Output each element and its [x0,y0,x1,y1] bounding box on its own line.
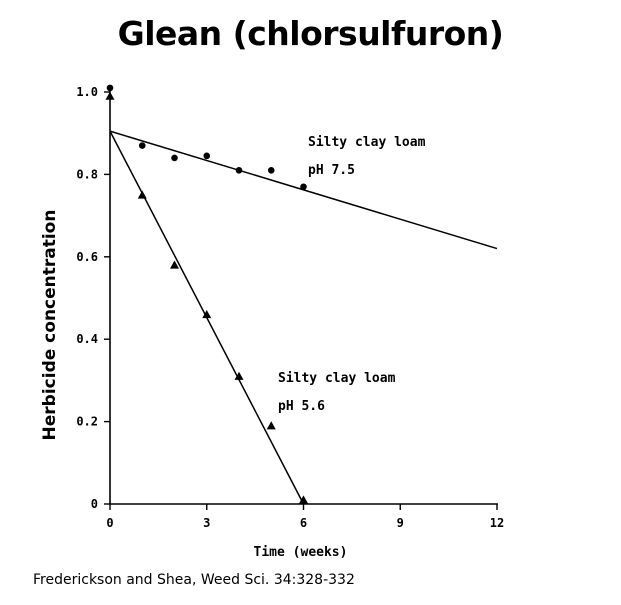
annotation-series-2-line1: Silty clay loam [278,371,396,386]
y-tick-label: 0.4 [76,332,98,346]
data-point-triangle [266,421,276,430]
annotation-series-1-line1: Silty clay loam [308,135,426,150]
x-tick-label: 3 [203,516,210,530]
data-point-circle [106,84,114,92]
x-tick-label: 6 [300,516,307,530]
data-point-circle [138,142,146,149]
data-point-circle [235,166,243,174]
data-point-circle [171,154,178,162]
annotation-series-2-line2: pH 5.6 [278,399,325,414]
x-tick-label: 9 [397,516,404,530]
data-point-triangle [202,309,212,319]
data-point-triangle [137,190,147,199]
x-tick-label: 0 [106,516,113,530]
y-tick-label: 1.0 [76,85,98,99]
data-point-triangle [299,495,308,504]
data-point-circle [267,166,275,174]
citation: Frederickson and Shea, Weed Sci. 34:328-… [33,572,355,588]
x-tick-label: 12 [490,516,504,530]
y-axis-label: Herbicide concentration [40,209,60,441]
chart-title: Glean (chlorsulfuron) [117,14,504,53]
data-point-triangle [105,91,115,100]
x-axis-label: Time (weeks) [254,545,348,560]
y-tick-label: 0 [91,497,98,511]
data-point-triangle [234,371,244,380]
y-tick-label: 0.6 [76,250,98,264]
data-point-triangle [170,260,179,269]
y-tick-label: 0.8 [76,167,98,181]
y-tick-label: 0.2 [76,415,98,429]
data-point-circle [203,152,211,160]
data-point-circle [300,183,307,191]
annotation-series-1-line2: pH 7.5 [308,163,355,178]
